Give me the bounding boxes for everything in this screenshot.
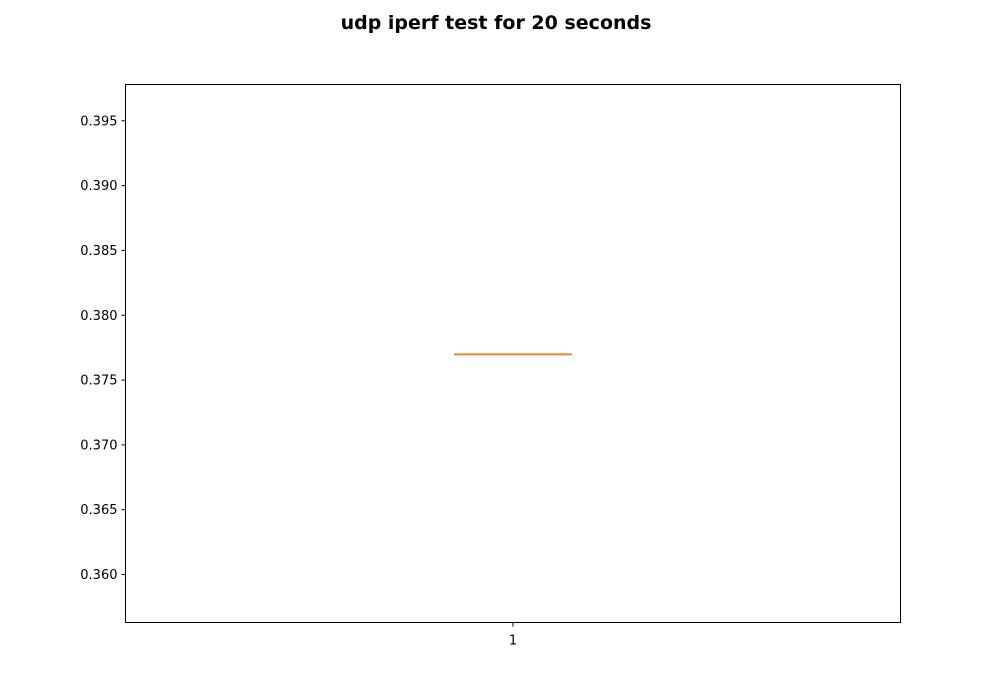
y-tick-label: 0.380 [80,309,117,324]
y-tick-label: 0.385 [80,244,117,259]
y-tick-label: 0.370 [80,438,117,453]
plot-area: 0.360 0.365 0.370 0.375 0.380 0.385 0.390 0.395… [80,84,901,649]
y-tick-label: 0.395 [80,114,117,129]
chart-title: udp iperf test for 20 seconds [341,12,652,34]
x-tick-label: 1 [509,634,517,649]
y-tick-label: 0.390 [80,179,117,194]
y-tick-label: 0.360 [80,568,117,583]
y-tick-label: 0.365 [80,503,117,518]
y-tick-label: 0.375 [80,374,117,389]
